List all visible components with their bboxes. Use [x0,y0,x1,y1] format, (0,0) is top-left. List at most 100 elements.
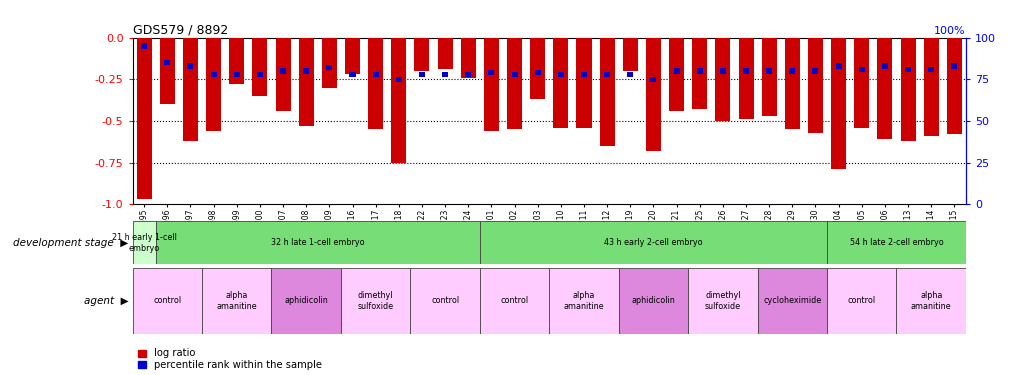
Bar [576,38,591,128]
Bar [668,38,684,111]
Bar [789,68,795,74]
Bar [164,60,170,65]
Bar [853,38,868,128]
Bar [530,38,545,99]
Bar [368,38,383,129]
Text: control: control [431,296,459,305]
Bar [488,70,494,75]
Text: development stage  ▶: development stage ▶ [13,238,128,248]
Text: aphidicolin: aphidicolin [284,296,328,305]
Text: 32 h late 1-cell embryo: 32 h late 1-cell embryo [271,238,364,248]
Text: alpha
amanitine: alpha amanitine [216,291,257,310]
Bar [627,72,633,77]
Bar [599,38,614,146]
Text: aphidicolin: aphidicolin [631,296,675,305]
Bar [757,268,826,334]
Bar [719,68,726,74]
Bar [280,68,285,74]
Bar [461,38,475,78]
Text: cycloheximide: cycloheximide [762,296,820,305]
Bar [645,38,660,151]
Bar [552,38,568,128]
Bar [923,38,937,136]
Bar [326,65,332,70]
Bar [410,268,479,334]
Legend: log ratio, percentile rank within the sample: log ratio, percentile rank within the sa… [138,348,321,370]
Bar [765,68,771,74]
Text: control: control [847,296,875,305]
Bar [372,72,378,77]
Bar [479,268,548,334]
Bar [414,38,429,71]
Bar [506,38,522,129]
Bar [344,38,360,74]
Bar [479,221,826,264]
Text: dimethyl
sulfoxide: dimethyl sulfoxide [358,291,393,310]
Bar [904,66,910,72]
Bar [350,72,356,77]
Bar [900,38,915,141]
Bar [673,68,679,74]
Bar [807,38,822,133]
Bar [391,38,406,163]
Bar [927,66,933,72]
Bar [688,268,757,334]
Text: alpha
amanitine: alpha amanitine [564,291,603,310]
Bar [876,38,892,139]
Bar [881,63,888,69]
Bar [650,76,656,82]
Bar [512,72,517,77]
Bar [946,38,961,134]
Text: control: control [153,296,181,305]
Text: 43 h early 2-cell embryo: 43 h early 2-cell embryo [603,238,702,248]
Bar [692,38,706,109]
Text: control: control [500,296,528,305]
Bar [257,72,263,77]
Bar [619,268,688,334]
Bar [187,63,194,69]
Bar [210,72,216,77]
Bar [229,38,245,84]
Text: 54 h late 2-cell embryo: 54 h late 2-cell embryo [849,238,943,248]
Bar [419,72,425,77]
Text: 100%: 100% [933,26,965,36]
Bar [441,72,447,77]
Bar [581,72,586,77]
Bar [202,268,271,334]
Bar [275,38,290,111]
Bar [132,221,156,264]
Bar [437,38,452,69]
Bar [896,268,965,334]
Text: dimethyl
sulfoxide: dimethyl sulfoxide [704,291,740,310]
Text: 21 h early 1-cell
embryо: 21 h early 1-cell embryо [112,233,176,252]
Bar [534,70,540,75]
Bar [156,221,479,264]
Bar [299,38,314,126]
Bar [160,38,174,104]
Bar [696,68,702,74]
Bar [483,38,498,131]
Bar [858,66,864,72]
Bar [182,38,198,141]
Bar [465,72,471,77]
Bar [951,63,957,69]
Bar [340,268,410,334]
Bar [137,38,152,200]
Bar [714,38,730,121]
Text: agent  ▶: agent ▶ [84,296,128,306]
Bar [252,38,267,96]
Bar [826,268,896,334]
Bar [784,38,799,129]
Bar [742,68,748,74]
Bar [826,221,965,264]
Text: GDS579 / 8892: GDS579 / 8892 [132,23,227,36]
Bar [761,38,775,116]
Bar [303,68,309,74]
Bar [271,268,340,334]
Bar [830,38,846,170]
Text: alpha
amanitine: alpha amanitine [910,291,951,310]
Bar [141,43,147,48]
Bar [623,38,637,71]
Bar [206,38,221,131]
Bar [395,76,401,82]
